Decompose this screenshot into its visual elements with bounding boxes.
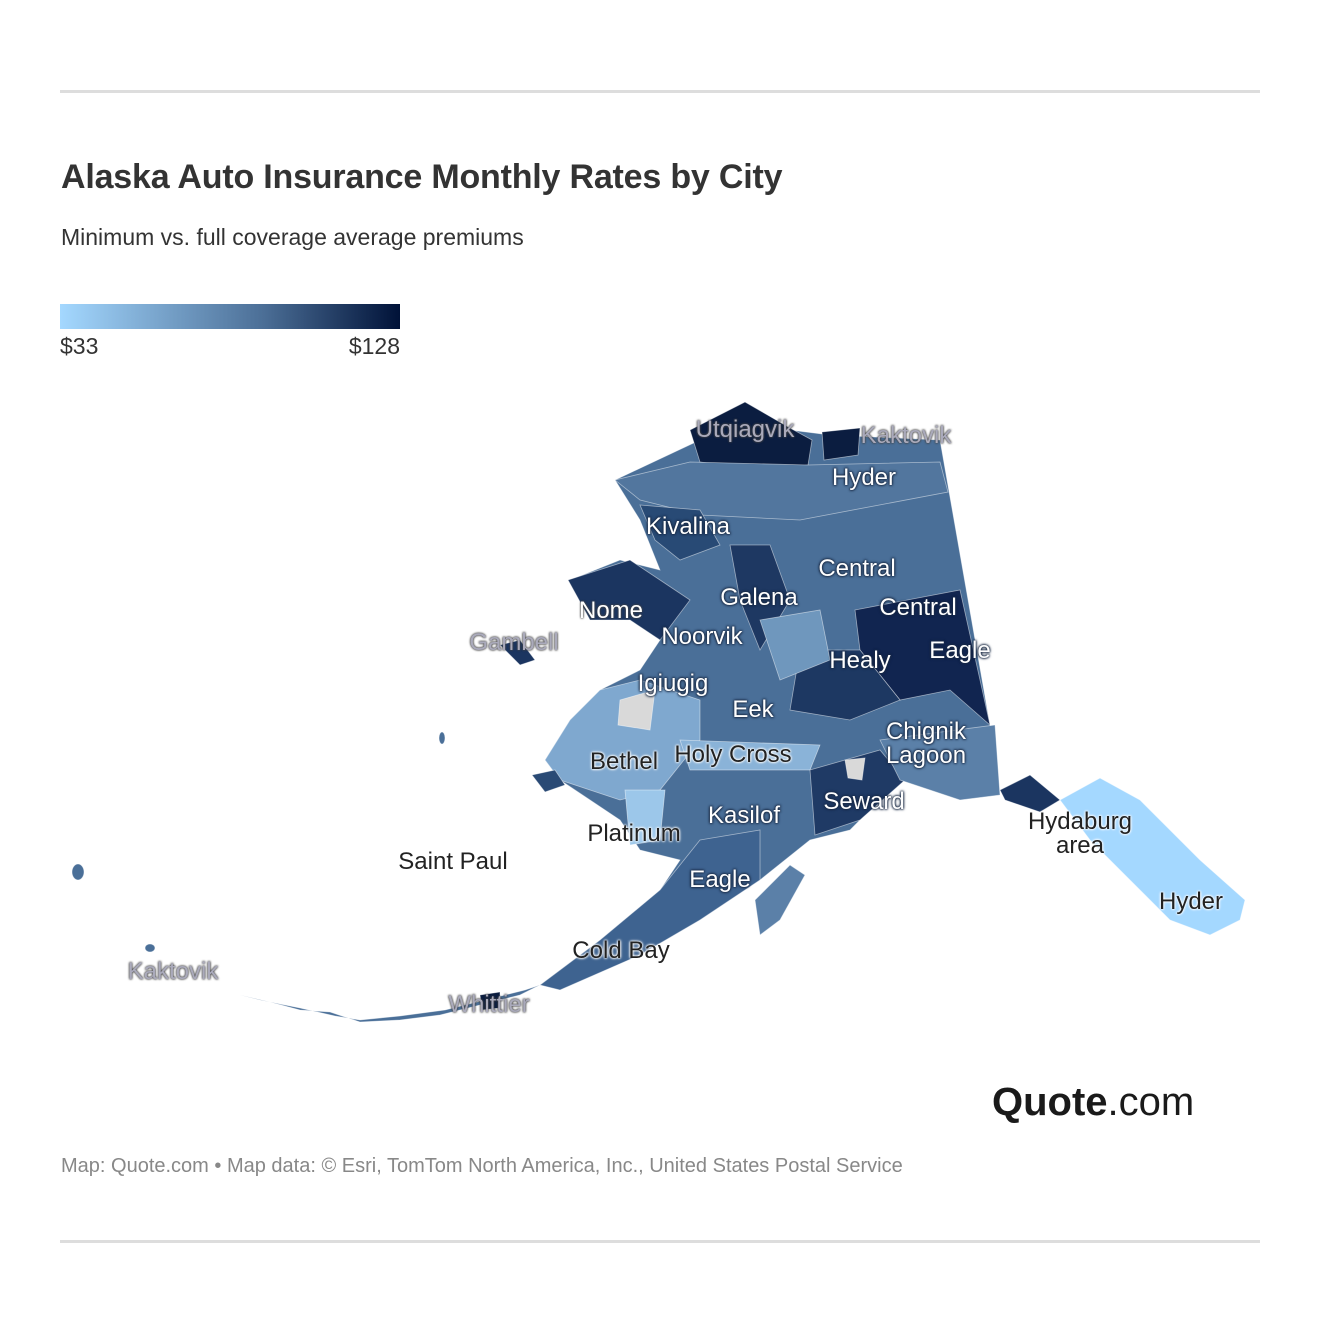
region-peninsula[interactable] — [539, 829, 761, 991]
city-label[interactable]: Eagle — [689, 866, 751, 893]
region-kodiak[interactable] — [754, 864, 806, 936]
region-kivalina[interactable] — [639, 504, 721, 561]
region-north-slope[interactable] — [614, 461, 949, 521]
city-label[interactable]: Holy Cross — [674, 741, 792, 768]
city-label[interactable]: Healy — [829, 647, 891, 674]
city-label[interactable]: Eek — [732, 696, 774, 723]
city-label[interactable]: Igiugig — [637, 670, 709, 697]
city-label[interactable]: Whittier — [448, 991, 530, 1018]
quote-logo: Quote.com — [992, 1080, 1194, 1125]
region-platinum[interactable] — [624, 789, 666, 846]
top-divider — [60, 90, 1260, 93]
legend-min: $33 — [60, 333, 99, 359]
region-hydaburg[interactable] — [999, 774, 1061, 813]
alaska-map — [71, 401, 1246, 1023]
region-bethel[interactable] — [544, 679, 701, 801]
region-southeast[interactable] — [1059, 777, 1246, 936]
region-southcentral[interactable] — [879, 724, 1001, 801]
region-island[interactable] — [71, 863, 85, 881]
city-label[interactable]: Platinum — [587, 820, 681, 847]
city-label[interactable]: Kaktovik — [127, 958, 219, 985]
bottom-divider — [60, 1240, 1260, 1243]
city-label[interactable]: Hyder — [1158, 888, 1224, 915]
city-label[interactable]: Cold Bay — [572, 937, 670, 964]
city-label[interactable]: Central — [879, 594, 957, 621]
city-label[interactable]: Kasilof — [707, 802, 781, 829]
region-nome[interactable] — [567, 559, 691, 641]
city-label[interactable]: Central — [818, 555, 896, 582]
chart-subtitle: Minimum vs. full coverage average premiu… — [61, 224, 524, 250]
city-label[interactable]: Gambell — [469, 629, 559, 656]
city-label[interactable]: Hydaburg area — [1027, 808, 1133, 859]
logo-suffix: .com — [1107, 1080, 1195, 1124]
region-island[interactable] — [438, 731, 446, 745]
chart-title: Alaska Auto Insurance Monthly Rates by C… — [61, 158, 783, 196]
city-label[interactable]: Eagle — [929, 637, 991, 664]
region-island[interactable] — [144, 943, 156, 953]
city-label[interactable]: Hyder — [831, 464, 897, 491]
city-label[interactable]: Nome — [578, 597, 644, 624]
city-label[interactable]: Saint Paul — [398, 848, 508, 875]
city-label[interactable]: Kivalina — [645, 513, 731, 540]
region-central-light[interactable] — [759, 609, 831, 681]
region-nunivak[interactable] — [531, 769, 566, 793]
region-igiugig-none[interactable] — [617, 689, 656, 731]
region-kaktovik[interactable] — [821, 427, 861, 461]
region-aleutians[interactable] — [239, 984, 541, 1023]
city-label[interactable]: Kaktovik — [860, 422, 952, 449]
city-label[interactable]: Galena — [720, 584, 798, 611]
region-healy[interactable] — [789, 649, 901, 721]
logo-bold: Quote — [992, 1080, 1108, 1124]
city-label[interactable]: Seward — [823, 788, 905, 815]
city-label[interactable]: Utqiagvik — [695, 416, 795, 443]
region-kenai[interactable] — [809, 749, 906, 836]
city-label[interactable]: Bethel — [589, 748, 659, 775]
region-gambell[interactable] — [499, 639, 536, 666]
city-label[interactable]: Noorvik — [661, 623, 743, 650]
color-scale-legend — [60, 304, 400, 329]
city-label[interactable]: Chignik Lagoon — [885, 718, 967, 769]
region-whittier[interactable] — [479, 991, 501, 1011]
map-credit: Map: Quote.com • Map data: © Esri, TomTo… — [61, 1155, 903, 1177]
region-seward-none[interactable] — [844, 757, 866, 781]
legend-max: $128 — [348, 333, 400, 359]
